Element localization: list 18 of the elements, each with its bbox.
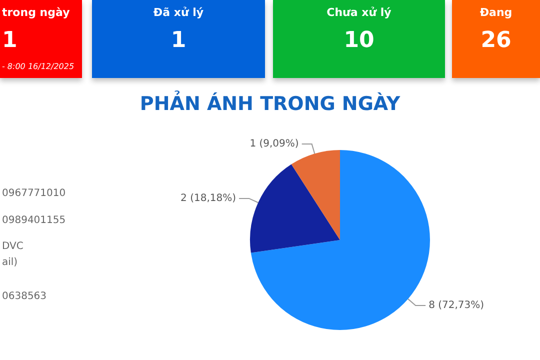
category-label: Đã xử lý	[152, 6, 205, 19]
text: 0989401155	[2, 215, 66, 226]
data-label: 10	[342, 28, 376, 53]
category-label: trong ngày	[2, 6, 71, 19]
text: 0638563	[2, 291, 47, 302]
category-label: Chưa xử lý	[326, 6, 392, 19]
category-label: Đang	[478, 6, 514, 19]
data-label: 2 (18,18%)	[180, 193, 236, 204]
text: - 8:00 16/12/2025	[2, 62, 74, 71]
chart-title: PHẢN ÁNH TRONG NGÀY	[138, 93, 402, 115]
data-label: 26	[480, 28, 512, 53]
text: ail)	[2, 257, 18, 268]
data-label: 1	[2, 28, 18, 53]
text: 0967771010	[2, 188, 66, 199]
text: DVC	[2, 241, 24, 252]
data-label: 8 (72,73%)	[428, 300, 484, 312]
data-label: 1	[170, 28, 188, 53]
data-label: 1 (9,09%)	[250, 138, 299, 150]
